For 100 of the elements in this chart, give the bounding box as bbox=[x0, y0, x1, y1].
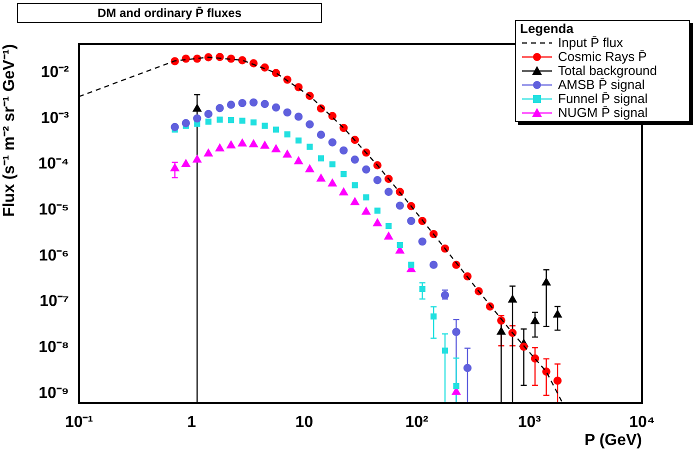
point bbox=[296, 137, 302, 144]
legend-label: Cosmic Rays P̄ bbox=[558, 49, 647, 64]
point bbox=[294, 83, 303, 92]
y-tick-label: 10⁻⁹ bbox=[38, 384, 69, 402]
point bbox=[384, 188, 393, 196]
point bbox=[352, 182, 358, 188]
point bbox=[340, 124, 348, 132]
point bbox=[238, 56, 246, 64]
point bbox=[316, 130, 326, 139]
chart-title: DM and ordinary P̄ fluxes bbox=[17, 3, 322, 23]
point bbox=[193, 114, 202, 123]
legend-label: Funnel P̄ signal bbox=[558, 91, 648, 106]
point bbox=[170, 122, 179, 132]
legend-label: Total background bbox=[558, 63, 658, 78]
y-tick-label: 10⁻⁵ bbox=[38, 202, 69, 219]
legend-title: Legenda bbox=[520, 21, 574, 36]
point bbox=[408, 262, 414, 268]
point bbox=[453, 383, 460, 390]
point bbox=[306, 120, 314, 129]
point bbox=[407, 216, 416, 226]
point bbox=[260, 100, 269, 108]
point bbox=[553, 376, 562, 385]
y-tick-label: 10⁻³ bbox=[40, 110, 69, 127]
legend-label: AMSB P̄ signal bbox=[558, 77, 645, 92]
y-tick-label: 10⁻⁶ bbox=[38, 247, 69, 264]
point bbox=[238, 98, 246, 108]
point bbox=[430, 260, 438, 269]
point bbox=[340, 171, 347, 178]
point bbox=[374, 208, 380, 214]
point bbox=[260, 141, 270, 149]
legend-label: NUGM P̄ signal bbox=[558, 105, 648, 120]
point bbox=[272, 68, 280, 78]
x-tick-label: 10 bbox=[295, 414, 314, 432]
point bbox=[239, 118, 246, 124]
point bbox=[228, 117, 234, 124]
x-tick-label: 10⁴ bbox=[629, 414, 655, 432]
y-axis-title: Flux (s⁻¹ m⁻² sr⁻¹ GeV⁻¹) bbox=[1, 44, 18, 217]
x-tick-label: 1 bbox=[187, 414, 196, 432]
y-tick-label: 10⁻⁸ bbox=[38, 339, 69, 356]
point bbox=[339, 188, 348, 196]
point bbox=[272, 144, 280, 152]
point bbox=[182, 159, 190, 168]
point bbox=[386, 222, 392, 230]
point bbox=[340, 146, 348, 155]
point bbox=[463, 364, 472, 372]
point bbox=[305, 164, 314, 172]
point bbox=[192, 154, 202, 163]
point bbox=[226, 140, 236, 148]
x-tick-label: 10² bbox=[405, 414, 428, 432]
point bbox=[452, 328, 460, 336]
point bbox=[249, 98, 258, 107]
point bbox=[328, 138, 336, 146]
point bbox=[328, 112, 336, 120]
point bbox=[262, 122, 268, 129]
point bbox=[306, 144, 313, 150]
point bbox=[284, 131, 290, 138]
point bbox=[205, 118, 212, 125]
point bbox=[182, 119, 190, 128]
legend-label: Input P̄ flux bbox=[558, 35, 624, 50]
x-axis-title: P (GeV) bbox=[584, 432, 642, 449]
point bbox=[350, 197, 360, 206]
y-tick-label: 10⁻⁷ bbox=[40, 293, 69, 310]
point bbox=[238, 138, 247, 147]
point bbox=[328, 178, 337, 187]
x-tick-label: 10⁻¹ bbox=[64, 414, 94, 432]
point bbox=[363, 194, 370, 200]
point bbox=[215, 144, 224, 152]
point bbox=[226, 100, 236, 109]
point bbox=[316, 174, 326, 182]
point bbox=[204, 110, 212, 118]
point bbox=[442, 348, 448, 354]
point bbox=[216, 116, 223, 123]
point bbox=[272, 103, 280, 112]
point bbox=[170, 163, 180, 172]
point bbox=[250, 119, 257, 126]
point bbox=[216, 104, 224, 112]
point bbox=[204, 148, 213, 156]
point bbox=[430, 313, 437, 320]
point bbox=[530, 354, 540, 363]
point bbox=[396, 202, 404, 210]
y-tick-label: 10⁻² bbox=[40, 64, 69, 81]
point bbox=[396, 242, 403, 248]
point bbox=[418, 237, 426, 246]
point bbox=[419, 286, 426, 292]
x-tick-label: 10³ bbox=[518, 414, 541, 432]
y-tick-label: 10⁻⁴ bbox=[38, 156, 70, 173]
point bbox=[282, 150, 292, 158]
point bbox=[362, 165, 370, 174]
point bbox=[294, 112, 303, 121]
point bbox=[272, 126, 280, 133]
point bbox=[373, 218, 382, 226]
point bbox=[318, 155, 324, 162]
point bbox=[350, 156, 359, 164]
point bbox=[329, 161, 336, 168]
point bbox=[384, 232, 394, 240]
point bbox=[226, 54, 236, 63]
point bbox=[294, 156, 303, 164]
point bbox=[249, 139, 258, 148]
point bbox=[373, 176, 382, 184]
point bbox=[283, 108, 292, 117]
